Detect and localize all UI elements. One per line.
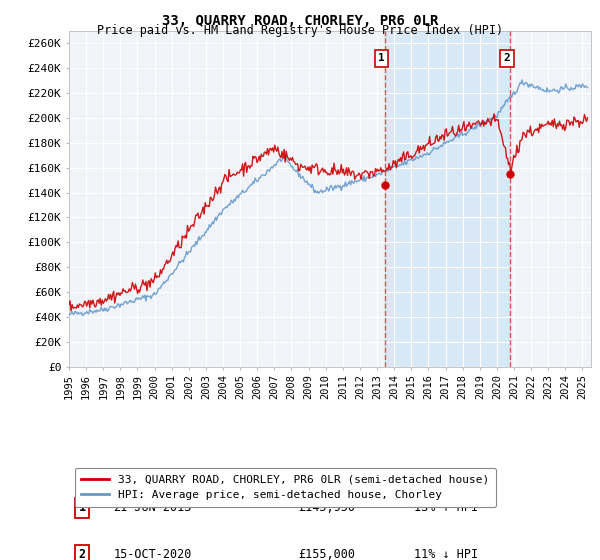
Text: 1: 1 — [79, 501, 86, 515]
Legend: 33, QUARRY ROAD, CHORLEY, PR6 0LR (semi-detached house), HPI: Average price, sem: 33, QUARRY ROAD, CHORLEY, PR6 0LR (semi-… — [74, 468, 496, 507]
Text: 15-OCT-2020: 15-OCT-2020 — [113, 548, 192, 560]
Text: 13% ↑ HPI: 13% ↑ HPI — [413, 501, 478, 515]
Text: £155,000: £155,000 — [299, 548, 356, 560]
Text: 11% ↓ HPI: 11% ↓ HPI — [413, 548, 478, 560]
Text: 21-JUN-2013: 21-JUN-2013 — [113, 501, 192, 515]
Bar — [385, 31, 511, 367]
Text: 33, QUARRY ROAD, CHORLEY, PR6 0LR: 33, QUARRY ROAD, CHORLEY, PR6 0LR — [162, 14, 438, 28]
Text: £145,950: £145,950 — [299, 501, 356, 515]
Text: 2: 2 — [503, 53, 511, 63]
Text: Price paid vs. HM Land Registry's House Price Index (HPI): Price paid vs. HM Land Registry's House … — [97, 24, 503, 37]
Text: 2: 2 — [79, 548, 86, 560]
Text: 1: 1 — [379, 53, 385, 63]
